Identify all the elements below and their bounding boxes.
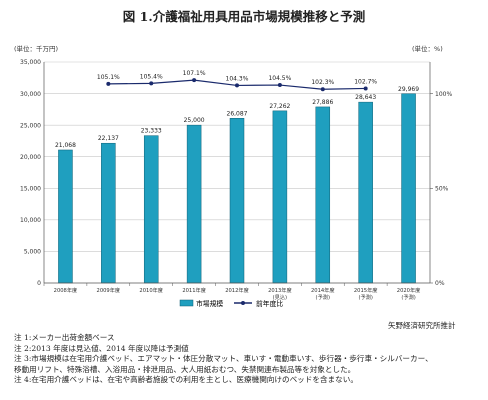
ratio-label: 107.1%	[183, 70, 206, 77]
category-label: (予測)	[358, 293, 372, 301]
bar-value-label: 25,000	[184, 117, 205, 124]
left-tick-label: 20,000	[20, 154, 41, 161]
legend-line-marker	[241, 301, 245, 305]
left-tick-label: 5,000	[24, 249, 41, 256]
ratio-point	[277, 83, 282, 88]
ratio-label: 105.4%	[140, 73, 163, 80]
ratio-point	[149, 81, 154, 86]
ratio-line: 105.1% 105.4% 107.1% 104.3% 104.5% 102.3% 102.…	[97, 70, 377, 92]
market-size-chart: 21,068 22,137 23,333 25,000 26,087 27,262 27,8…	[20, 59, 452, 308]
notes: 注 1:メーカー出荷金額ベース 注 2:2013 年度は見込値、2014 年度以…	[14, 333, 484, 386]
bar-value-label: 27,886	[312, 99, 333, 106]
bar-value-label: 26,087	[227, 110, 248, 117]
category-label: 2020年度	[397, 286, 421, 294]
legend-bar-swatch	[179, 299, 194, 307]
category-label: (予測)	[316, 293, 330, 301]
bar	[358, 101, 373, 284]
ratio-label: 104.3%	[226, 75, 249, 82]
ratio-point	[363, 86, 368, 91]
ratio-label: 102.3%	[311, 79, 334, 86]
ratio-point	[320, 87, 325, 92]
bar-value-label: 22,137	[98, 135, 119, 142]
category-label: 2015年度	[354, 286, 378, 294]
note-line: 注 4:在宅用介護ベッドは、在宅や高齢者施設での利用を主とし、医療機関向けのベッ…	[14, 375, 358, 385]
category-label: 2011年度	[182, 286, 206, 294]
bar	[143, 135, 159, 284]
ratio-point	[106, 81, 111, 86]
category-label: 2009年度	[97, 286, 121, 294]
left-tick-label: 25,000	[20, 122, 41, 129]
axes: 0 5,000 10,000 15,000 20,000 25,000 30,000 35,0…	[20, 59, 452, 301]
left-tick-label: 35,000	[20, 59, 41, 66]
left-tick-label: 10,000	[20, 217, 41, 224]
category-label: 2014年度	[311, 286, 335, 294]
category-label: 2013年度	[268, 286, 292, 294]
right-tick-label: 0%	[435, 280, 445, 287]
bar	[101, 142, 116, 284]
bar	[315, 106, 331, 284]
bar	[401, 93, 416, 284]
ratio-point	[192, 78, 197, 83]
bar-value-label: 21,068	[55, 142, 76, 149]
left-axis-unit: (単位：千万円)	[14, 45, 59, 53]
left-tick-label: 0	[37, 280, 41, 287]
ratio-label: 104.5%	[268, 75, 291, 82]
bar	[229, 118, 245, 284]
ratio-label: 105.1%	[97, 74, 120, 81]
left-tick-label: 30,000	[20, 91, 41, 98]
ratio-label: 102.7%	[354, 78, 377, 85]
right-tick-label: 50%	[435, 185, 449, 192]
bar-value-label: 28,643	[355, 94, 376, 101]
category-label: (見込)	[273, 293, 287, 301]
bar	[58, 149, 73, 284]
left-tick-label: 15,000	[20, 185, 41, 192]
right-axis-unit: (単位：%)	[412, 45, 443, 53]
bar-value-label: 23,333	[141, 128, 162, 135]
note-line: 移動用リフト、特殊浴槽、入浴用品・排泄用品、大人用紙おむつ、失禁関連布製品等を対…	[14, 364, 356, 374]
source-credit: 矢野経済研究所推計	[388, 321, 456, 330]
figure-title: 図 1.介護福祉用具用品市場規模推移と予測	[122, 9, 366, 24]
right-tick-label: 100%	[435, 91, 452, 98]
bars: 21,068 22,137 23,333 25,000 26,087 27,262 27,8…	[55, 86, 419, 284]
ratio-point	[235, 83, 239, 88]
category-label: 2008年度	[54, 286, 78, 294]
legend: 市場規模 前年度比	[179, 299, 283, 308]
note-line: 注 3:市場規模は在宅用介護ベッド、エアマット・体圧分散マット、車いす・電動車い…	[14, 354, 433, 364]
category-label: (予測)	[401, 293, 415, 301]
bar-value-label: 29,969	[398, 86, 419, 93]
note-line: 注 2:2013 年度は見込値、2014 年度以降は予測値	[14, 343, 189, 353]
bar	[272, 110, 288, 284]
note-line: 注 1:メーカー出荷金額ベース	[14, 333, 115, 342]
bar-value-label: 27,262	[269, 103, 290, 110]
category-label: 2010年度	[139, 286, 163, 294]
legend-bar-label: 市場規模	[196, 299, 223, 308]
legend-line-label: 前年度比	[256, 299, 283, 308]
bar	[186, 124, 202, 284]
category-label: 2012年度	[225, 286, 249, 294]
